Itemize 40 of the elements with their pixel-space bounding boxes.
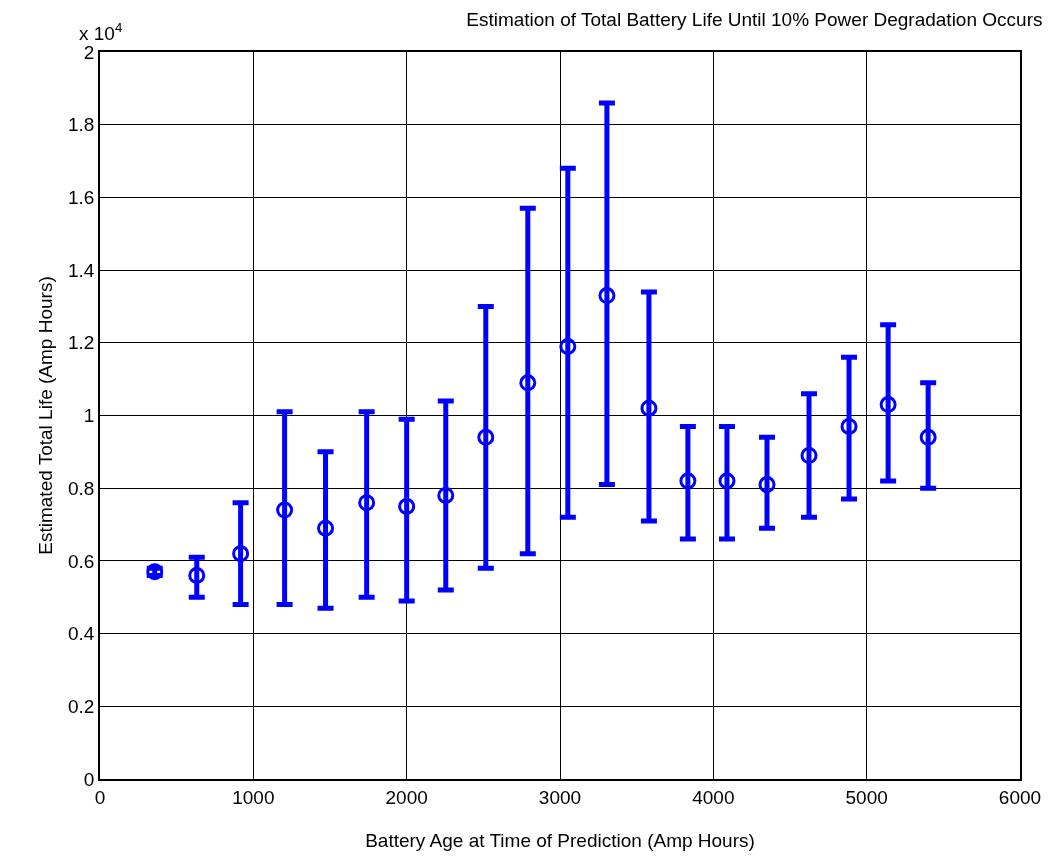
y-tick-label: 2 [83,41,95,63]
point [758,476,776,494]
point [188,566,206,584]
y-tick-label: 1.2 [68,332,95,354]
point [358,494,376,512]
y-tick-label: 1.8 [68,114,95,136]
point [437,486,455,504]
x-tick-label: 5000 [845,786,888,808]
y-tick-label: 0.4 [68,623,95,645]
y-tick-label: 1.4 [68,259,95,281]
y-tick-label: 0.6 [68,550,95,572]
point [598,287,616,305]
y-tick-label: 0.2 [68,695,95,717]
point [640,399,658,417]
y-tick-label: 1.6 [68,187,95,209]
point [718,472,736,490]
point [519,374,537,392]
x-tick-label: 6000 [998,786,1042,808]
point [879,396,897,414]
point [840,417,858,435]
x-tick-label: 4000 [692,786,735,808]
point [919,428,937,446]
y-tick-label: 0 [83,768,95,790]
point [679,472,697,490]
y-axis-title: Estimated Total Life (Amp Hours) [34,276,56,555]
point [477,428,495,446]
x-tick-label: 2000 [385,786,428,808]
x-tick-label: 3000 [538,786,582,808]
x-axis-title: Battery Age at Time of Prediction (Amp Hours) [365,829,755,851]
point [276,501,294,519]
text: x 10$^{4}$ [79,20,123,44]
y-tick-label: 0.8 [68,477,95,499]
x-tick-label: 1000 [232,786,275,808]
point [317,519,335,537]
point [800,446,818,464]
y-tick-label: 1 [83,405,95,427]
point [398,497,416,515]
point [232,545,250,563]
chart-title: Estimation of Total Battery Life Until 10% Power Degradation Occurs [466,9,1043,31]
point [559,337,577,355]
